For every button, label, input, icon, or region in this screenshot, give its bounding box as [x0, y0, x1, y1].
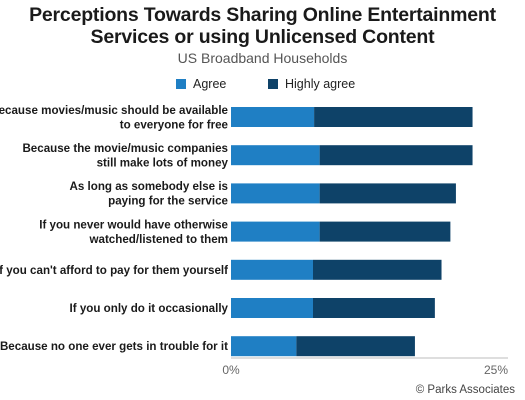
- bar-highly-agree-4: [312, 259, 442, 280]
- x-tick-label-1: 25%: [484, 363, 508, 377]
- legend-label-agree: Agree: [193, 77, 227, 91]
- bar-agree-2: [231, 183, 320, 204]
- legend-swatch-agree: [176, 79, 186, 89]
- bar-agree-1: [231, 145, 320, 166]
- category-label-0-1: to everyone for free: [120, 118, 229, 131]
- bar-highly-agree-1: [319, 145, 473, 166]
- category-label-3-1: watched/listened to them: [88, 233, 228, 246]
- legend-item-highly-agree: Highly agree: [268, 77, 355, 91]
- legend-label-highly-agree: Highly agree: [285, 77, 356, 91]
- category-label-0-0: Because movies/music should be available: [0, 104, 229, 117]
- legend-item-agree: Agree: [176, 77, 226, 91]
- bar-agree-0: [231, 107, 315, 127]
- category-label-3-0: If you never would have otherwise: [39, 218, 228, 231]
- category-label-6-0: Because no one ever gets in trouble for …: [0, 340, 228, 353]
- bar-highly-agree-3: [319, 221, 451, 242]
- bar-agree-5: [231, 298, 313, 318]
- legend-swatch-highly-agree: [268, 79, 278, 89]
- bar-agree-3: [231, 221, 320, 242]
- bar-agree-6: [231, 336, 297, 357]
- chart-title: Perceptions Towards Sharing Online Enter…: [29, 4, 496, 48]
- bar-highly-agree-0: [314, 107, 473, 127]
- category-label-2-0: As long as somebody else is: [69, 180, 228, 193]
- bar-highly-agree-2: [319, 183, 456, 204]
- chart-subtitle: US Broadband Households: [177, 50, 348, 66]
- bar-highly-agree-5: [312, 298, 435, 318]
- category-label-4-0: If you can't afford to pay for them your…: [0, 264, 228, 277]
- category-label-1-0: Because the movie/music companies: [22, 142, 228, 155]
- bar-highly-agree-6: [296, 336, 415, 357]
- copyright-credit: © Parks Associates: [415, 384, 515, 396]
- bar-agree-4: [231, 259, 313, 280]
- x-tick-label-0: 0%: [222, 363, 240, 377]
- category-label-5-0: If you only do it occasionally: [70, 302, 229, 315]
- category-label-2-1: paying for the service: [108, 195, 228, 208]
- category-label-1-1: still make lots of money: [97, 156, 229, 169]
